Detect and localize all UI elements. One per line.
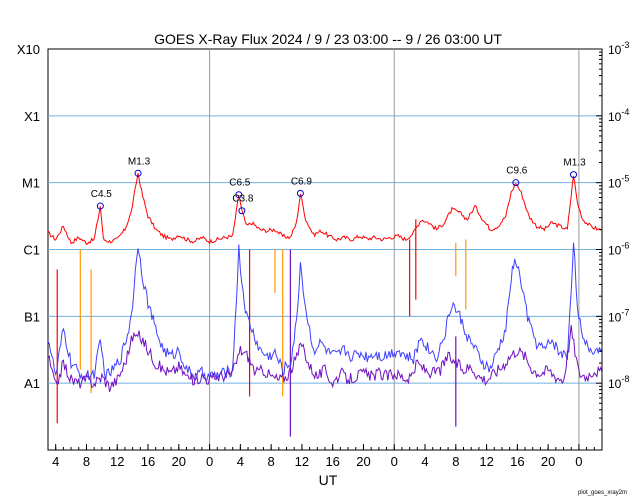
- flux-label: 10-6: [608, 241, 629, 258]
- time-tick-label: 8: [452, 454, 459, 469]
- class-label: A1: [24, 376, 40, 391]
- flux-label: 10-3: [608, 40, 629, 57]
- time-tick-label: 20: [541, 454, 555, 469]
- class-label: X10: [17, 42, 40, 57]
- flux-axis: 10-3 10-4 10-5 10-6 10-7 10-8: [596, 40, 629, 431]
- time-tick-label: 8: [83, 454, 90, 469]
- series-line: [47, 242, 603, 382]
- flare-marker: [512, 179, 520, 187]
- time-tick-label: 16: [510, 454, 524, 469]
- time-tick-label: 12: [110, 454, 124, 469]
- flare-marker: [238, 207, 246, 215]
- flare-marker: [96, 202, 104, 210]
- class-label: M1: [22, 176, 40, 191]
- chart-title: GOES X-Ray Flux 2024 / 9 / 23 03:00 -- 9…: [154, 31, 502, 47]
- time-tick-label: 0: [391, 454, 398, 469]
- flare-label: M1.3: [563, 158, 586, 169]
- footnote: plot_goes_xray2m: [578, 490, 627, 496]
- time-tick-label: 20: [356, 454, 370, 469]
- time-tick-label: 4: [52, 454, 59, 469]
- time-tick-label: 4: [421, 454, 428, 469]
- flare-markers: C4.5 M1.3 C6.5 C3.8 C6.9 C9.6 M1.3: [91, 156, 586, 215]
- data-dropouts: [56, 219, 467, 437]
- flare-marker: [296, 189, 304, 197]
- series-line: [47, 325, 603, 393]
- class-label: X1: [24, 109, 40, 124]
- time-axis: 4 8 12 16 20 0 4 8 12 16 20 0 4 8 12 16 20 0: [47, 444, 603, 469]
- gridlines: [48, 49, 602, 450]
- flare-label: C6.9: [291, 176, 313, 187]
- flux-label: 10-5: [608, 174, 629, 191]
- flux-label: 10-7: [608, 307, 629, 324]
- flare-marker: [235, 191, 243, 199]
- time-tick-label: 16: [325, 454, 339, 469]
- flare-label: C6.5: [229, 178, 251, 189]
- class-label: B1: [24, 309, 40, 324]
- flux-series: [47, 173, 603, 393]
- time-tick-label: 8: [268, 454, 275, 469]
- time-tick-label: 12: [295, 454, 309, 469]
- flare-label: C9.6: [506, 166, 528, 177]
- flare-marker: [570, 171, 578, 179]
- time-tick-label: 16: [141, 454, 155, 469]
- flare-label: C4.5: [91, 189, 113, 200]
- x-axis-label: UT: [319, 472, 338, 488]
- time-tick-label: 12: [479, 454, 493, 469]
- time-tick-label: 20: [172, 454, 186, 469]
- class-label: C1: [23, 243, 40, 258]
- time-tick-label: 0: [206, 454, 213, 469]
- flare-label: C3.8: [232, 194, 254, 205]
- flux-label: 10-4: [608, 107, 629, 124]
- time-tick-label: 0: [575, 454, 582, 469]
- series-line: [47, 173, 603, 246]
- flare-label: M1.3: [128, 156, 151, 167]
- class-axis: X10 X1 M1 C1 B1 A1: [17, 42, 40, 391]
- flux-label: 10-8: [608, 374, 629, 391]
- time-tick-label: 4: [237, 454, 244, 469]
- flare-marker: [134, 169, 142, 177]
